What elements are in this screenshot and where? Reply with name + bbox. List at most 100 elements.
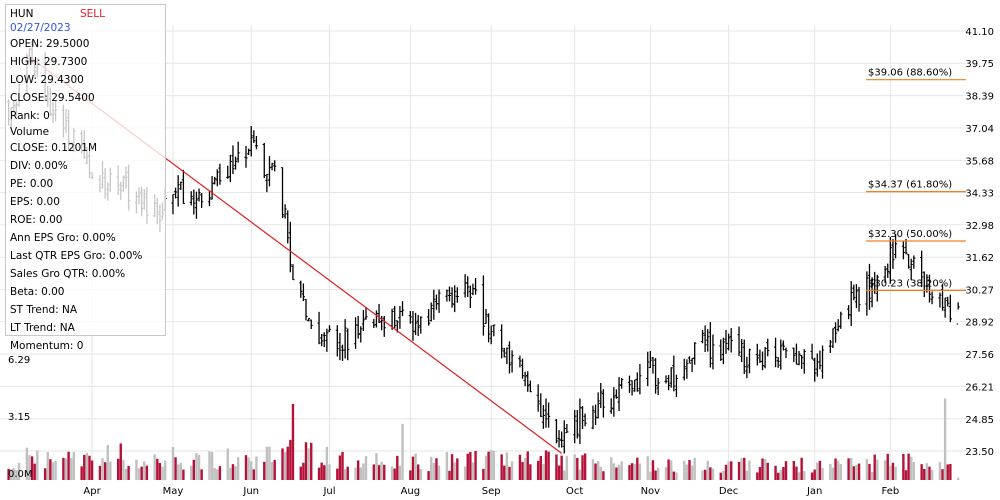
volume-bar bbox=[539, 456, 542, 480]
volume-bar bbox=[868, 463, 871, 480]
volume-bar bbox=[372, 464, 376, 480]
volume-bar bbox=[852, 466, 856, 480]
volume-bar bbox=[70, 458, 73, 480]
volume-bar bbox=[505, 452, 509, 480]
volume-bar bbox=[591, 459, 595, 480]
volume-bar bbox=[902, 453, 905, 480]
volume-bar bbox=[362, 463, 365, 480]
volume-bar bbox=[15, 469, 18, 480]
volume-bar bbox=[356, 460, 360, 480]
month-tick-label: Dec bbox=[719, 486, 738, 497]
volume-bars bbox=[7, 398, 960, 480]
volume-bar bbox=[617, 464, 621, 480]
volume-bar bbox=[466, 453, 469, 480]
volume-tick-label: 6.29 bbox=[8, 355, 30, 366]
volume-bar bbox=[310, 442, 313, 480]
volume-bar bbox=[67, 451, 70, 480]
volume-bar bbox=[64, 458, 68, 480]
volume-bar bbox=[338, 455, 342, 480]
volume-bar bbox=[456, 458, 459, 480]
volume-bar bbox=[563, 470, 566, 480]
volume-bar bbox=[706, 460, 709, 480]
volume-bar bbox=[195, 453, 198, 480]
volume-bar bbox=[341, 451, 344, 480]
volume-bar bbox=[317, 467, 321, 480]
volume-bar bbox=[748, 460, 751, 480]
volume-bar bbox=[416, 464, 420, 480]
volume-bar bbox=[176, 464, 180, 480]
volume-bar bbox=[711, 468, 715, 480]
volume-bar bbox=[766, 462, 769, 480]
quote-date: 02/27/2023 bbox=[10, 22, 71, 34]
pe-value: PE: 0.00 bbox=[10, 178, 54, 190]
volume-bar bbox=[72, 452, 76, 480]
volume-bar bbox=[482, 468, 485, 480]
volume-bar bbox=[145, 465, 149, 480]
beta-value: Beta: 0.00 bbox=[10, 286, 65, 298]
volume-bar bbox=[870, 472, 874, 480]
volume-bar bbox=[140, 466, 143, 480]
volume-bar bbox=[252, 469, 256, 480]
volume-bar bbox=[821, 467, 824, 480]
volume-bar bbox=[928, 466, 931, 480]
volume-bar bbox=[101, 458, 104, 480]
volume-bar bbox=[156, 458, 159, 480]
volume-bar bbox=[283, 452, 287, 480]
volume-bar bbox=[693, 457, 696, 480]
volume-bar bbox=[487, 451, 490, 480]
volume-bar bbox=[883, 460, 887, 480]
volume-bar bbox=[675, 472, 678, 480]
volume-bar bbox=[688, 460, 691, 480]
volume-bar bbox=[453, 462, 456, 480]
volume-bar bbox=[636, 457, 639, 480]
volume-bar bbox=[818, 460, 822, 480]
volume-bar bbox=[419, 469, 422, 480]
volume-bar bbox=[756, 472, 759, 480]
volume-bar bbox=[213, 468, 216, 480]
fib-label: $32.30 (50.00%) bbox=[868, 229, 952, 240]
volume-bar bbox=[857, 463, 861, 480]
fib-label: $34.37 (61.80%) bbox=[868, 180, 952, 191]
volume-bar bbox=[474, 450, 477, 480]
volume-bar bbox=[88, 455, 91, 480]
volume-bar bbox=[398, 465, 402, 480]
volume-bar bbox=[171, 446, 175, 480]
volume-bar bbox=[291, 403, 295, 480]
volume-bar bbox=[938, 462, 942, 480]
price-tick-label: 28.92 bbox=[965, 318, 994, 329]
volume-bar bbox=[620, 461, 623, 480]
volume-bar bbox=[62, 457, 65, 480]
month-tick-label: Nov bbox=[641, 486, 661, 497]
volume-bar bbox=[226, 448, 229, 480]
volume-bar bbox=[54, 460, 57, 480]
volume-bar bbox=[336, 468, 339, 480]
volume-bar bbox=[51, 462, 55, 480]
volume-tick-label: 0.0M bbox=[8, 469, 33, 480]
volume-bar bbox=[784, 461, 788, 480]
volume-bar bbox=[137, 468, 141, 480]
volume-bar bbox=[836, 460, 840, 480]
fib-label: $39.06 (88.60%) bbox=[868, 68, 952, 79]
volume-bar bbox=[930, 469, 934, 480]
st-trend-value: ST Trend: NA bbox=[10, 304, 78, 316]
volume-bar bbox=[743, 457, 746, 480]
volume-bar bbox=[286, 446, 289, 480]
volume-bar bbox=[234, 466, 237, 480]
volume-bar bbox=[364, 456, 368, 480]
volume-bar bbox=[576, 457, 579, 480]
volume-bar bbox=[430, 456, 433, 480]
volume-bar bbox=[200, 469, 203, 480]
price-tick-label: 26.21 bbox=[965, 382, 994, 393]
volume-bar bbox=[745, 470, 749, 480]
volume-bar bbox=[163, 460, 167, 480]
volume-bar bbox=[941, 469, 944, 480]
volume-bar bbox=[250, 461, 253, 480]
price-tick-label: 38.39 bbox=[965, 92, 994, 103]
volume-bar bbox=[503, 465, 506, 480]
volume-close-value: CLOSE: 0.1201M bbox=[10, 142, 98, 154]
volume-bar bbox=[359, 467, 362, 480]
volume-bar bbox=[448, 470, 451, 480]
volume-bar bbox=[500, 454, 503, 480]
volume-bar bbox=[709, 467, 712, 480]
